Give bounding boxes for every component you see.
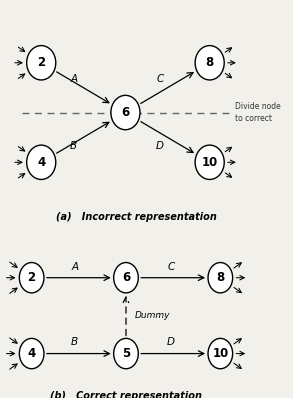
Text: B: B (71, 338, 78, 347)
Circle shape (27, 145, 56, 179)
Text: 8: 8 (216, 271, 224, 284)
Text: A: A (71, 261, 78, 271)
Text: 10: 10 (212, 347, 229, 360)
Circle shape (195, 145, 224, 179)
Circle shape (19, 263, 44, 293)
Circle shape (208, 263, 233, 293)
Text: D: D (167, 338, 175, 347)
Text: C: C (168, 261, 175, 271)
Circle shape (27, 46, 56, 80)
Text: (a)   Incorrect representation: (a) Incorrect representation (57, 212, 217, 222)
Text: D: D (156, 141, 164, 152)
Text: 5: 5 (122, 347, 130, 360)
Text: 10: 10 (202, 156, 218, 169)
Text: 4: 4 (28, 347, 36, 360)
Circle shape (19, 338, 44, 369)
Text: Divide node
to correct: Divide node to correct (235, 102, 280, 123)
Text: 2: 2 (37, 56, 45, 69)
Text: Dummy: Dummy (135, 311, 171, 320)
Text: 6: 6 (122, 271, 130, 284)
Text: 4: 4 (37, 156, 45, 169)
Text: 6: 6 (121, 106, 130, 119)
Circle shape (114, 338, 138, 369)
Circle shape (111, 96, 140, 130)
Text: 2: 2 (28, 271, 36, 284)
Text: (b)   Correct representation: (b) Correct representation (50, 392, 202, 398)
Circle shape (195, 46, 224, 80)
Text: C: C (156, 74, 163, 84)
Text: B: B (70, 141, 77, 152)
Text: A: A (70, 74, 77, 84)
Circle shape (114, 263, 138, 293)
Text: 8: 8 (206, 56, 214, 69)
Circle shape (208, 338, 233, 369)
